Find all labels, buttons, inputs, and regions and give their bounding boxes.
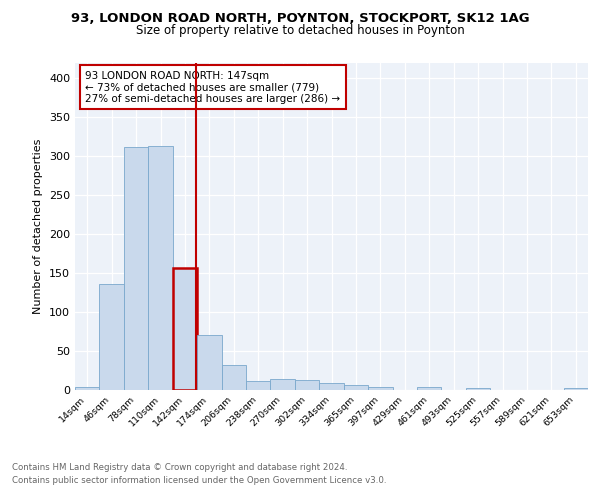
Text: 93, LONDON ROAD NORTH, POYNTON, STOCKPORT, SK12 1AG: 93, LONDON ROAD NORTH, POYNTON, STOCKPOR…: [71, 12, 529, 26]
Text: Contains public sector information licensed under the Open Government Licence v3: Contains public sector information licen…: [12, 476, 386, 485]
Bar: [319, 383, 344, 390]
Bar: [368, 387, 392, 390]
Text: Contains HM Land Registry data © Crown copyright and database right 2024.: Contains HM Land Registry data © Crown c…: [12, 462, 347, 471]
Bar: [271, 379, 295, 390]
Bar: [75, 387, 100, 390]
Bar: [173, 268, 197, 390]
Text: 93 LONDON ROAD NORTH: 147sqm
← 73% of detached houses are smaller (779)
27% of s: 93 LONDON ROAD NORTH: 147sqm ← 73% of de…: [85, 70, 340, 104]
Bar: [221, 365, 246, 390]
Bar: [295, 380, 319, 390]
Bar: [100, 284, 124, 390]
Bar: [563, 388, 588, 390]
Bar: [466, 388, 490, 390]
Bar: [344, 384, 368, 390]
Y-axis label: Number of detached properties: Number of detached properties: [34, 138, 43, 314]
Bar: [197, 336, 221, 390]
Bar: [148, 146, 173, 390]
Text: Size of property relative to detached houses in Poynton: Size of property relative to detached ho…: [136, 24, 464, 37]
Bar: [417, 387, 442, 390]
Bar: [246, 382, 271, 390]
Bar: [124, 148, 148, 390]
